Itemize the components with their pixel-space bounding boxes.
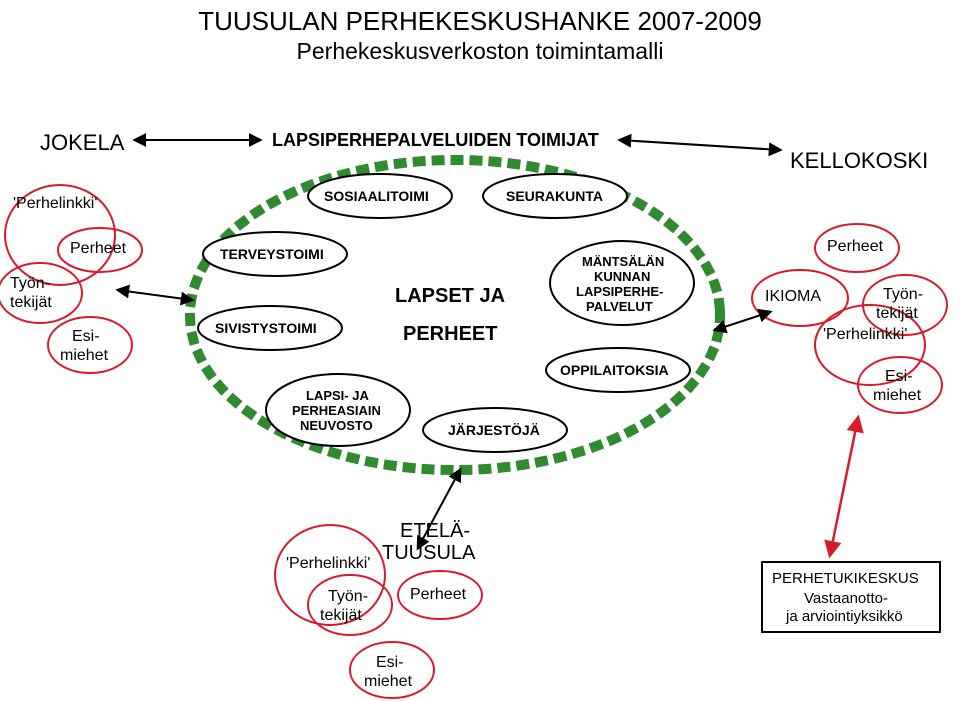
bottom-tyon-1: Työn- [328,588,368,606]
bottom-perhelinkki: 'Perhelinkki' [286,555,370,573]
arrow-to-left [118,290,192,300]
red-arrow-kello-box [830,418,858,555]
right-esi-1: Esi- [885,368,913,386]
box-l2: Vastaanotto- [804,590,888,607]
lbl-oppilaitoksia: OPPILAITOKSIA [560,362,669,378]
bottom-tyon-2: tekijät [320,607,362,625]
bottom-perheet: Perheet [410,586,466,604]
diagram-stage: TUUSULAN PERHEKESKUSHANKE 2007-2009 Perh… [0,0,960,702]
lbl-seurakunta: SEURAKUNTA [506,188,603,204]
lbl-jarjestoja: JÄRJESTÖJÄ [448,422,540,438]
etela-line1: ETELÄ- [400,520,470,543]
lbl-mantsalan-2: KUNNAN [594,269,650,284]
right-tyon-1: Työn- [883,286,923,304]
lbl-lapsija-3: NEUVOSTO [300,418,373,433]
left-tyon-oval [0,263,82,323]
lbl-mantsalan-4: PALVELUT [586,299,653,314]
lbl-lapsija-2: PERHEASIAIN [292,403,381,418]
right-perheet: Perheet [827,238,883,256]
bottom-esi-2: miehet [364,673,412,691]
right-tyon-2: tekijät [876,305,918,323]
left-tyon-1: Työn- [10,275,50,293]
lbl-mantsalan-1: MÄNTSÄLÄN [582,254,664,269]
lbl-mantsalan-3: LAPSIPERHE- [576,284,663,299]
right-esi-2: miehet [873,387,921,405]
left-esi-1: Esi- [72,328,100,346]
right-perhelinkki: 'Perhelinkki' [823,326,907,344]
box-l1: PERHETUKIKESKUS [772,570,919,587]
lbl-sivistystoimi: SIVISTYSTOIMI [215,320,317,336]
lbl-sosiaalitoimi: SOSIAALITOIMI [324,188,429,204]
bottom-esi-1: Esi- [376,654,404,672]
lbl-terveystoimi: TERVEYSTOIMI [220,246,324,262]
left-perhelinkki: 'Perhelinkki' [13,195,97,213]
left-perheet: Perheet [70,240,126,258]
left-tyon-2: tekijät [10,294,52,312]
left-esi-2: miehet [60,347,108,365]
box-l3: ja arviointiyksikkö [786,608,903,625]
right-ikioma: IKIOMA [765,288,821,306]
lbl-lapsija-1: LAPSI- JA [306,388,369,403]
arrow-banner-kellokoski [620,140,780,150]
etela-line2: TUUSULA [382,542,475,565]
